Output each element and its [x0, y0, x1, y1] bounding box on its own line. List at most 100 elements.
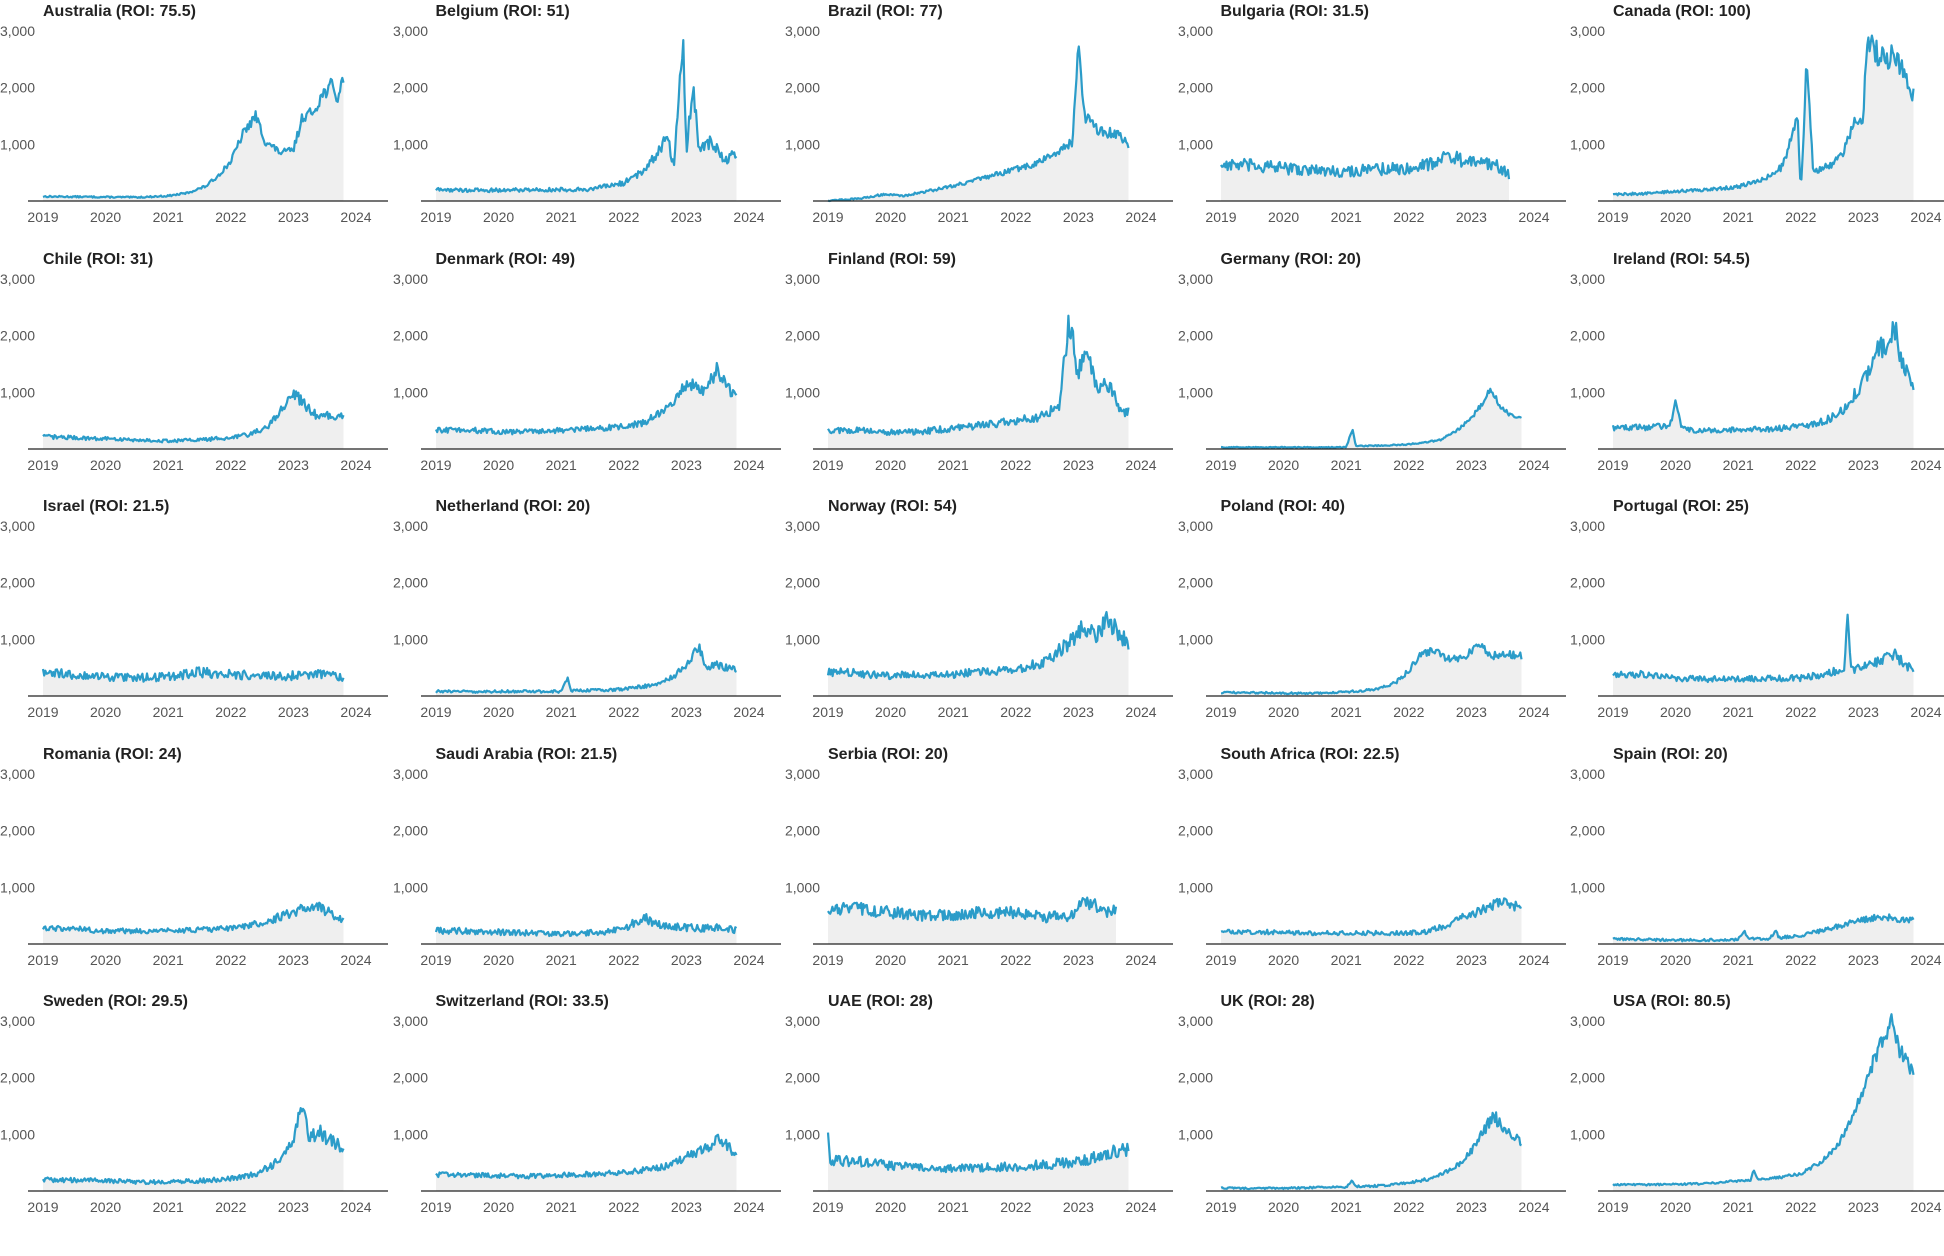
x-tick-label: 2023: [278, 1199, 309, 1215]
x-tick-label: 2024: [1910, 704, 1941, 720]
series-line: [1220, 1111, 1522, 1191]
series-line: [1219, 150, 1510, 180]
y-tick-label: 1,000: [785, 1126, 820, 1142]
x-tick-label: 2022: [608, 209, 639, 225]
x-tick-label: 2019: [27, 1199, 58, 1215]
series-area: [828, 315, 1129, 449]
x-tick-label: 2019: [27, 457, 58, 473]
x-tick-label: 2023: [278, 457, 309, 473]
y-tick-label: 1,000: [1570, 136, 1605, 152]
series-area: [43, 390, 344, 449]
series-area: [1613, 35, 1914, 201]
x-tick-label: 2021: [545, 704, 576, 720]
x-tick-label: 2019: [420, 952, 451, 968]
series-area: [1220, 1112, 1521, 1191]
panel-plot: 1,000 2,000 3,000 2019 2020 2021 2022 2023 2024: [392, 1013, 781, 1215]
chart-panel: Belgium (ROI: 51) 1,000 2,000 3,000 2019 2020…: [392, 3, 781, 254]
x-tick-label: 2020: [1660, 952, 1691, 968]
x-tick-label: 2022: [608, 1199, 639, 1215]
series-line: [434, 39, 737, 194]
x-tick-label: 2024: [1125, 209, 1156, 225]
chart-panel: Saudi Arabia (ROI: 21.5) 1,000 2,000 3,000 2…: [392, 746, 781, 997]
y-tick-label: 2,000: [1570, 575, 1605, 591]
y-tick-label: 2,000: [392, 80, 427, 96]
x-tick-label: 2022: [1393, 209, 1424, 225]
x-tick-label: 2020: [1660, 1199, 1691, 1215]
panel-title: Denmark (ROI: 49): [435, 250, 576, 268]
y-tick-label: 2,000: [785, 1070, 820, 1086]
x-tick-label: 2021: [545, 952, 576, 968]
chart-panel: Brazil (ROI: 77) 1,000 2,000 3,000 2019 2020 2…: [785, 3, 1173, 254]
x-tick-label: 2024: [1518, 209, 1549, 225]
panel-plot: 1,000 2,000 3,000 2019 2020 2021 2022 2023 2024: [1177, 1013, 1566, 1215]
x-tick-label: 2022: [215, 457, 246, 473]
panel-plot: 1,000 2,000 3,000 2019 2020 2021 2022 2023 2024: [1177, 766, 1566, 968]
chart-panel: Australia (ROI: 75.5) 1,000 2,000 3,000 2019…: [0, 3, 388, 254]
y-tick-label: 1,000: [785, 384, 820, 400]
y-tick-label: 3,000: [785, 1013, 820, 1029]
panel-plot: 1,000 2,000 3,000 2019 2020 2021 2022 2023 2024: [785, 766, 1173, 968]
x-tick-label: 2024: [733, 209, 764, 225]
series-area: [435, 913, 736, 944]
panel-title: Germany (ROI: 20): [1220, 250, 1361, 268]
chart-panel: UK (ROI: 28) 1,000 2,000 3,000 2019 2020 2021 2…: [1177, 993, 1566, 1244]
x-tick-label: 2021: [1723, 1199, 1754, 1215]
x-tick-label: 2020: [1268, 457, 1299, 473]
y-tick-label: 1,000: [392, 631, 427, 647]
chart-panel: Spain (ROI: 20) 1,000 2,000 3,000 2019 2020 20…: [1570, 746, 1944, 997]
x-tick-label: 2021: [938, 952, 969, 968]
x-tick-label: 2022: [1393, 704, 1424, 720]
y-tick-label: 1,000: [1177, 136, 1212, 152]
x-tick-label: 2021: [545, 1199, 576, 1215]
y-tick-label: 1,000: [785, 879, 820, 895]
series-area: [435, 40, 736, 201]
panel-title: Spain (ROI: 20): [1613, 745, 1728, 763]
chart-panel: Ireland (ROI: 54.5) 1,000 2,000 3,000 2019 20…: [1570, 251, 1944, 502]
x-tick-label: 2023: [1063, 1199, 1094, 1215]
panel-title: USA (ROI: 80.5): [1613, 993, 1731, 1010]
panel-plot: 1,000 2,000 3,000 2019 2020 2021 2022 2023 2024: [1570, 271, 1944, 473]
x-tick-label: 2019: [1597, 1199, 1628, 1215]
panel-plot: 1,000 2,000 3,000 2019 2020 2021 2022 2023 2024: [1570, 518, 1944, 720]
x-tick-label: 2022: [1393, 952, 1424, 968]
x-tick-label: 2019: [812, 209, 843, 225]
series-area: [828, 46, 1129, 201]
series-line: [434, 1133, 737, 1180]
x-tick-label: 2024: [1518, 704, 1549, 720]
y-tick-label: 1,000: [1570, 384, 1605, 400]
x-tick-label: 2024: [340, 952, 371, 968]
panel-plot: 1,000 2,000 3,000 2019 2020 2021 2022 2023 2024: [0, 23, 388, 225]
series-line: [42, 76, 345, 199]
x-tick-label: 2023: [278, 209, 309, 225]
y-tick-label: 1,000: [1570, 631, 1605, 647]
panel-title: Netherland (ROI: 20): [435, 498, 591, 515]
y-tick-label: 3,000: [1177, 766, 1212, 782]
y-tick-label: 2,000: [392, 822, 427, 838]
y-tick-label: 2,000: [1570, 1070, 1605, 1086]
x-tick-label: 2024: [1125, 704, 1156, 720]
panel-title: Ireland (ROI: 54.5): [1613, 250, 1750, 268]
y-tick-label: 2,000: [1177, 575, 1212, 591]
x-tick-label: 2019: [1205, 457, 1236, 473]
x-tick-label: 2022: [1785, 457, 1816, 473]
panel-title: UK (ROI: 28): [1220, 993, 1315, 1010]
x-tick-label: 2024: [1125, 952, 1156, 968]
chart-panel: Canada (ROI: 100) 1,000 2,000 3,000 2019 2020…: [1570, 3, 1944, 254]
series-area: [435, 1134, 736, 1191]
series-area: [1613, 321, 1914, 449]
panel-title: Finland (ROI: 59): [828, 250, 956, 268]
x-tick-label: 2022: [1000, 209, 1031, 225]
x-tick-label: 2023: [1455, 1199, 1486, 1215]
panel-title: Canada (ROI: 100): [1613, 3, 1751, 20]
x-tick-label: 2019: [812, 1199, 843, 1215]
y-tick-label: 2,000: [1177, 1070, 1212, 1086]
x-tick-label: 2024: [340, 457, 371, 473]
y-tick-label: 2,000: [1177, 327, 1212, 343]
x-tick-label: 2021: [153, 952, 184, 968]
x-tick-label: 2020: [1268, 209, 1299, 225]
series-area: [828, 1132, 1129, 1191]
x-tick-label: 2024: [1125, 1199, 1156, 1215]
panel-title: Switzerland (ROI: 33.5): [435, 993, 609, 1010]
y-tick-label: 3,000: [1177, 518, 1212, 534]
panel-plot: 1,000 2,000 3,000 2019 2020 2021 2022 2023 2024: [785, 1013, 1173, 1215]
